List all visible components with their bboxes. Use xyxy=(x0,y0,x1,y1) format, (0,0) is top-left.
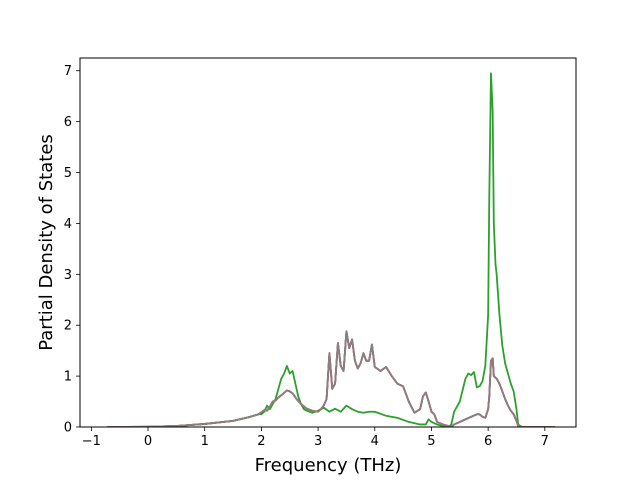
y-tick-label: 5 xyxy=(64,166,72,181)
x-tick-label: 4 xyxy=(371,434,379,449)
x-tick-label: 0 xyxy=(144,434,152,449)
x-tick-label: 7 xyxy=(541,434,549,449)
y-tick-label: 4 xyxy=(64,217,72,232)
x-axis-label: Frequency (THz) xyxy=(255,455,402,476)
y-tick-label: 0 xyxy=(64,421,72,436)
y-tick-label: 2 xyxy=(64,319,72,334)
y-axis-label: Partial Density of States xyxy=(36,134,57,351)
x-tick-label: 1 xyxy=(201,434,209,449)
y-tick-label: 1 xyxy=(64,370,72,385)
y-tick-label: 6 xyxy=(64,115,72,130)
plot-area xyxy=(107,72,556,427)
x-tick-label: −1 xyxy=(82,434,101,449)
y-tick-label: 7 xyxy=(64,64,72,79)
y-tick-label: 3 xyxy=(64,268,72,283)
x-tick-label: 5 xyxy=(427,434,435,449)
x-tick-label: 6 xyxy=(484,434,492,449)
x-axis-ticks: −1 0 1 2 3 4 5 6 7 xyxy=(82,427,549,449)
x-tick-label: 3 xyxy=(314,434,322,449)
x-tick-label: 2 xyxy=(257,434,265,449)
series-line-2 xyxy=(107,72,556,427)
axes-frame xyxy=(79,57,577,428)
y-axis-ticks: 0 1 2 3 4 5 6 7 xyxy=(64,64,80,436)
series-line-4 xyxy=(107,330,556,427)
